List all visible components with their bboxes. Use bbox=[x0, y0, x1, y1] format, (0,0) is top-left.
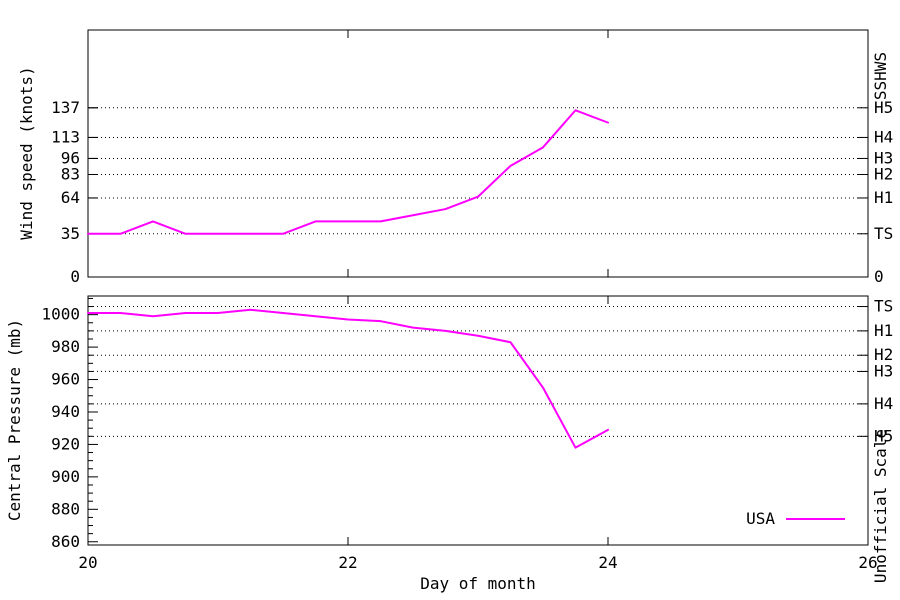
unofficial-scale-axis-title: Unofficial Scale bbox=[871, 429, 890, 583]
usa-pressure-line bbox=[87, 308, 609, 449]
y-tick-label: 96 bbox=[61, 148, 80, 167]
x-tick-label: 24 bbox=[598, 553, 617, 572]
usa-wind-line bbox=[87, 109, 609, 235]
pressure-panel-border bbox=[87, 295, 869, 546]
y-tick-label: 940 bbox=[51, 402, 80, 421]
y-tick-label: 35 bbox=[61, 224, 80, 243]
y-tick-label: 880 bbox=[51, 499, 80, 518]
y2-tick-label: H2 bbox=[874, 345, 893, 364]
sshws-axis-title: SSHWS bbox=[871, 52, 890, 100]
y2-tick-label: 0 bbox=[874, 267, 884, 286]
usa-legend-label: USA bbox=[746, 509, 775, 528]
wind-panel-border bbox=[87, 29, 869, 278]
y-tick-label: 1000 bbox=[41, 305, 80, 324]
y2-tick-label: H1 bbox=[874, 188, 893, 207]
y2-tick-label: TS bbox=[874, 224, 893, 243]
y2-tick-label: H3 bbox=[874, 148, 893, 167]
y2-tick-label: H5 bbox=[874, 426, 893, 445]
x-tick-label: 20 bbox=[78, 553, 97, 572]
pressure-axis-title: Central Pressure (mb) bbox=[5, 319, 24, 521]
y2-tick-label: H4 bbox=[874, 127, 893, 146]
y2-tick-label: H5 bbox=[874, 98, 893, 117]
y-tick-label: 113 bbox=[51, 127, 80, 146]
y2-tick-label: H3 bbox=[874, 361, 893, 380]
y-tick-label: 64 bbox=[61, 188, 80, 207]
y2-tick-label: H1 bbox=[874, 321, 893, 340]
y-tick-label: 980 bbox=[51, 337, 80, 356]
x-tick-label: 22 bbox=[338, 553, 357, 572]
y-tick-label: 860 bbox=[51, 532, 80, 551]
y-tick-label: 83 bbox=[61, 164, 80, 183]
y2-tick-label: TS bbox=[874, 297, 893, 316]
y-tick-label: 900 bbox=[51, 467, 80, 486]
wind-axis-title: Wind speed (knots) bbox=[17, 66, 36, 239]
x-axis-title: Day of month bbox=[420, 574, 536, 593]
y-tick-label: 920 bbox=[51, 434, 80, 453]
y2-tick-label: H4 bbox=[874, 394, 893, 413]
y-tick-label: 137 bbox=[51, 98, 80, 117]
y-tick-label: 0 bbox=[70, 267, 80, 286]
y-tick-label: 960 bbox=[51, 370, 80, 389]
y2-tick-label: H2 bbox=[874, 164, 893, 183]
x-tick-label: 26 bbox=[858, 553, 877, 572]
